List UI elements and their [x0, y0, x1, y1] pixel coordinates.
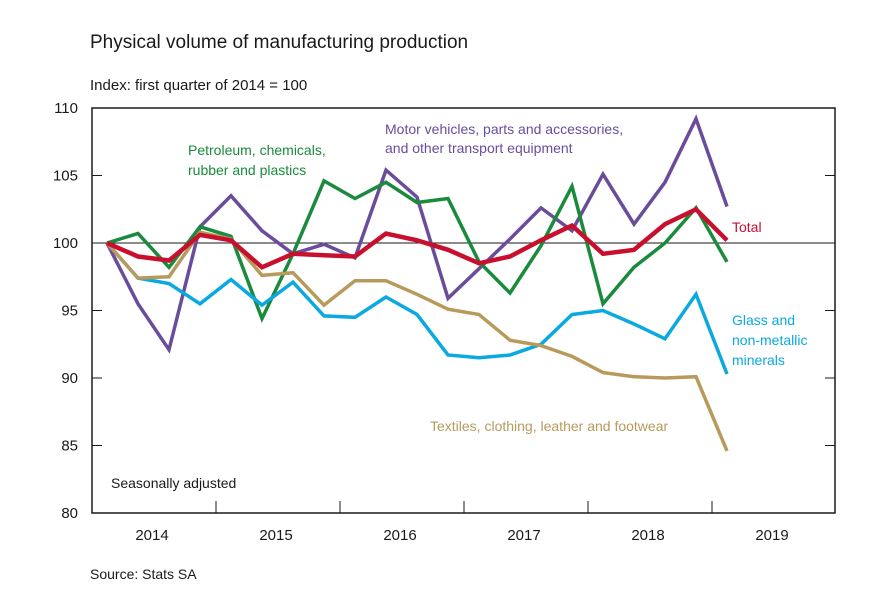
series-label-glass: Glass and non-metallic minerals [732, 312, 811, 368]
y-tick-label: 105 [53, 168, 78, 185]
chart-subtitle: Index: first quarter of 2014 = 100 [90, 77, 308, 94]
y-tick-label: 110 [54, 100, 78, 117]
x-tick-label: 2018 [631, 527, 664, 544]
y-tick-label: 100 [53, 235, 78, 252]
series-line-total [106, 206, 729, 270]
y-tick-label: 90 [61, 370, 78, 387]
y-tick-label: 85 [61, 438, 78, 455]
x-tick-label: 2014 [135, 527, 168, 544]
annotation-seasonally-adjusted: Seasonally adjusted [111, 475, 236, 491]
x-tick-label: 2015 [259, 527, 292, 544]
series-label-motor: Motor vehicles, parts and accessories, a… [385, 121, 627, 156]
series-label-textiles: Textiles, clothing, leather and footwear [430, 418, 668, 434]
series-lines [105, 114, 729, 452]
series-line-motor-vehicles [105, 114, 729, 354]
series-line-glass-minerals [105, 241, 729, 375]
y-tick-label: 80 [61, 505, 78, 522]
y-tick-label: 95 [61, 303, 78, 320]
plot-frame [91, 107, 836, 514]
x-tick-label: 2019 [755, 527, 788, 544]
chart-title: Physical volume of manufacturing product… [90, 32, 469, 53]
chart-source: Source: Stats SA [90, 566, 197, 582]
x-tick-label: 2017 [507, 527, 540, 544]
y-axis: 80 85 90 95 100 105 110 [53, 100, 835, 522]
series-label-petroleum: Petroleum, chemicals, rubber and plastic… [188, 142, 330, 178]
x-axis: 2014 2015 2016 2017 2018 2019 [135, 501, 789, 544]
series-label-total: Total [732, 219, 762, 235]
x-tick-label: 2016 [383, 527, 416, 544]
series-line-petroleum-chemicals [106, 178, 729, 324]
